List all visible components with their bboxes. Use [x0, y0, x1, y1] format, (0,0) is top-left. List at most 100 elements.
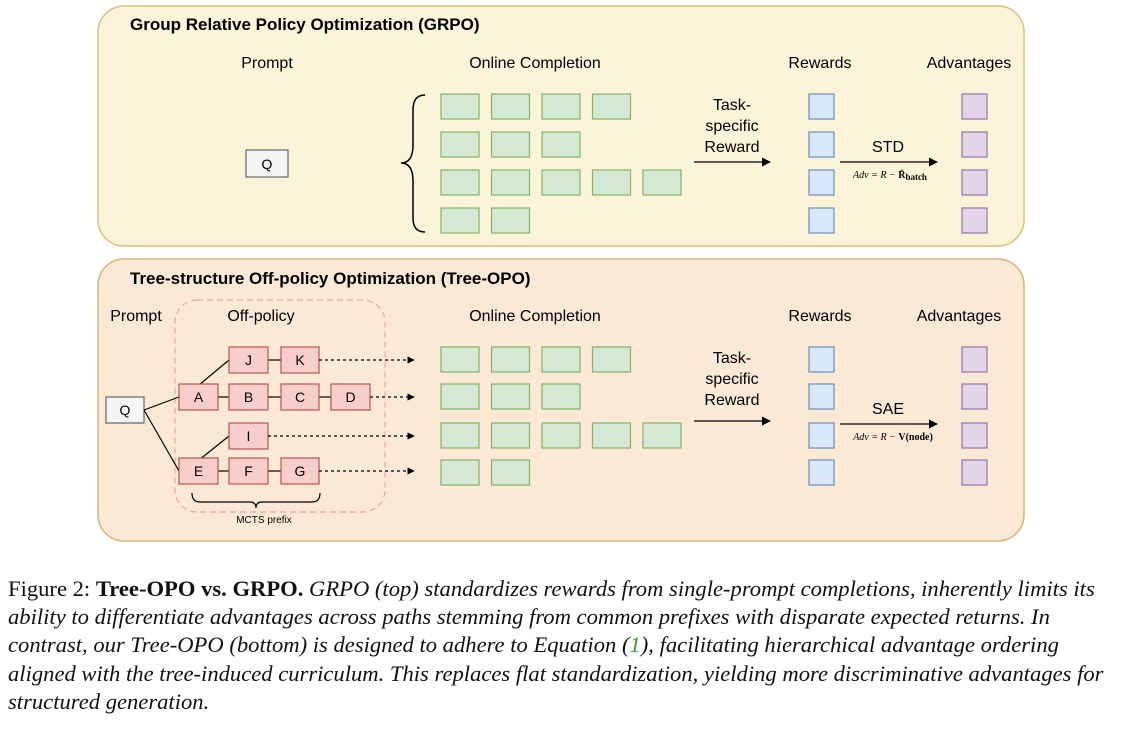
completion-token — [440, 169, 480, 196]
svg-text:A: A — [194, 389, 204, 405]
tree-edges — [143, 359, 331, 472]
svg-text:C: C — [295, 389, 305, 405]
tree-node-g: G — [280, 457, 320, 485]
grpo-title: Group Relative Policy Optimization (GRPO… — [130, 15, 480, 34]
grpo-query-text: Q — [262, 156, 273, 172]
advantage-square — [961, 169, 988, 196]
completion-token — [490, 383, 531, 410]
grpo-adv-formula: Adv = R − R̄batch — [852, 169, 927, 182]
treeopo-reward-column — [808, 346, 835, 486]
completion-token — [591, 93, 632, 120]
treeopo-offpolicy-label: Off-policy — [227, 308, 294, 325]
tree-node-c: C — [280, 383, 320, 411]
completion-token — [490, 207, 531, 234]
tree-node-k: K — [280, 346, 320, 374]
reward-square — [808, 422, 835, 449]
completion-token — [541, 131, 581, 158]
completion-token — [490, 422, 531, 449]
reward-square — [808, 169, 835, 196]
advantage-square — [961, 383, 988, 410]
treeopo-panel: Tree-structure Off-policy Optimization (… — [97, 258, 1025, 542]
grpo-panel-bg — [97, 5, 1025, 247]
reward-square — [808, 346, 835, 373]
completion-token — [490, 93, 531, 120]
advantage-square — [961, 422, 988, 449]
caption-equation-ref[interactable]: 1 — [629, 632, 641, 658]
tree-node-e: E — [178, 457, 219, 485]
completion-token — [591, 169, 632, 196]
tree-node-b: B — [228, 383, 269, 411]
completion-token — [591, 422, 632, 449]
completion-token — [440, 131, 480, 158]
caption-body-2: ), facilitating hierarchical advantage o… — [8, 632, 1104, 714]
grpo-reward-column — [808, 93, 835, 234]
treeopo-completion-grid — [440, 346, 682, 486]
tree-node-f: F — [228, 457, 269, 485]
completion-token — [541, 422, 581, 449]
edge-q-e — [143, 409, 180, 472]
advantage-square — [961, 459, 988, 486]
grpo-online-label: Online Completion — [469, 55, 601, 72]
edge-e-i — [198, 435, 230, 461]
reward-square — [808, 383, 835, 410]
svg-text:B: B — [244, 389, 253, 405]
treeopo-advantages-label: Advantages — [917, 308, 1002, 325]
grpo-norm-label: STD — [872, 139, 904, 156]
svg-text:F: F — [244, 463, 253, 479]
reward-square — [808, 459, 835, 486]
svg-text:K: K — [295, 352, 305, 368]
completion-token — [541, 346, 581, 373]
grpo-advantage-column — [961, 93, 988, 234]
grpo-reward-fn-line3: Reward — [704, 139, 759, 156]
advantage-square — [961, 346, 988, 373]
treeopo-prompt-label: Prompt — [110, 308, 162, 325]
completion-token — [440, 383, 480, 410]
grpo-panel: Group Relative Policy Optimization (GRPO… — [97, 5, 1025, 247]
mcts-prefix-brace — [191, 492, 321, 509]
treeopo-reward-fn-line2: specific — [705, 371, 758, 388]
offpolicy-region — [174, 299, 386, 513]
treeopo-adv-formula: Adv = R − V(node) — [852, 432, 933, 443]
treeopo-query-text: Q — [120, 402, 131, 418]
treeopo-online-label: Online Completion — [469, 308, 601, 325]
svg-text:E: E — [194, 463, 203, 479]
completion-token — [440, 346, 480, 373]
caption-label: Figure 2: — [8, 576, 96, 601]
caption-title: Tree-OPO vs. GRPO. — [95, 576, 304, 601]
grpo-completion-grid — [440, 93, 682, 234]
mcts-prefix-label: MCTS prefix — [236, 515, 292, 526]
tree-node-j: J — [228, 346, 269, 374]
handoff-arrows — [268, 356, 415, 475]
advantage-square — [961, 131, 988, 158]
reward-square — [808, 131, 835, 158]
advantage-square — [961, 207, 988, 234]
completion-token — [490, 459, 531, 486]
completion-token — [541, 93, 581, 120]
edge-a-j — [198, 359, 230, 386]
completion-token — [591, 346, 632, 373]
grpo-advantages-label: Advantages — [927, 55, 1012, 72]
figure-caption: Figure 2: Tree-OPO vs. GRPO. GRPO (top) … — [8, 575, 1123, 716]
completion-token — [440, 422, 480, 449]
reward-square — [808, 207, 835, 234]
treeopo-query-box — [105, 396, 145, 424]
completion-token — [440, 459, 480, 486]
completion-token — [541, 169, 581, 196]
tree-node-a: A — [178, 383, 219, 411]
svg-text:G: G — [295, 463, 306, 479]
svg-text:D: D — [345, 389, 355, 405]
completion-token — [541, 383, 581, 410]
caption-body-1: GRPO (top) standardizes rewards from sin… — [8, 576, 1095, 658]
completion-token — [490, 169, 531, 196]
tree-node-d: D — [330, 383, 371, 411]
grpo-query-box — [245, 149, 289, 178]
treeopo-reward-fn-line3: Reward — [704, 392, 759, 409]
treeopo-advantage-column — [961, 346, 988, 486]
svg-text:J: J — [245, 352, 252, 368]
edge-q-a — [143, 396, 180, 411]
completion-token — [440, 207, 480, 234]
grpo-reward-fn-line2: specific — [705, 118, 758, 135]
treeopo-reward-fn-line1: Task- — [713, 350, 751, 367]
treeopo-norm-label: SAE — [872, 401, 904, 418]
tree-node-i: I — [228, 422, 269, 450]
